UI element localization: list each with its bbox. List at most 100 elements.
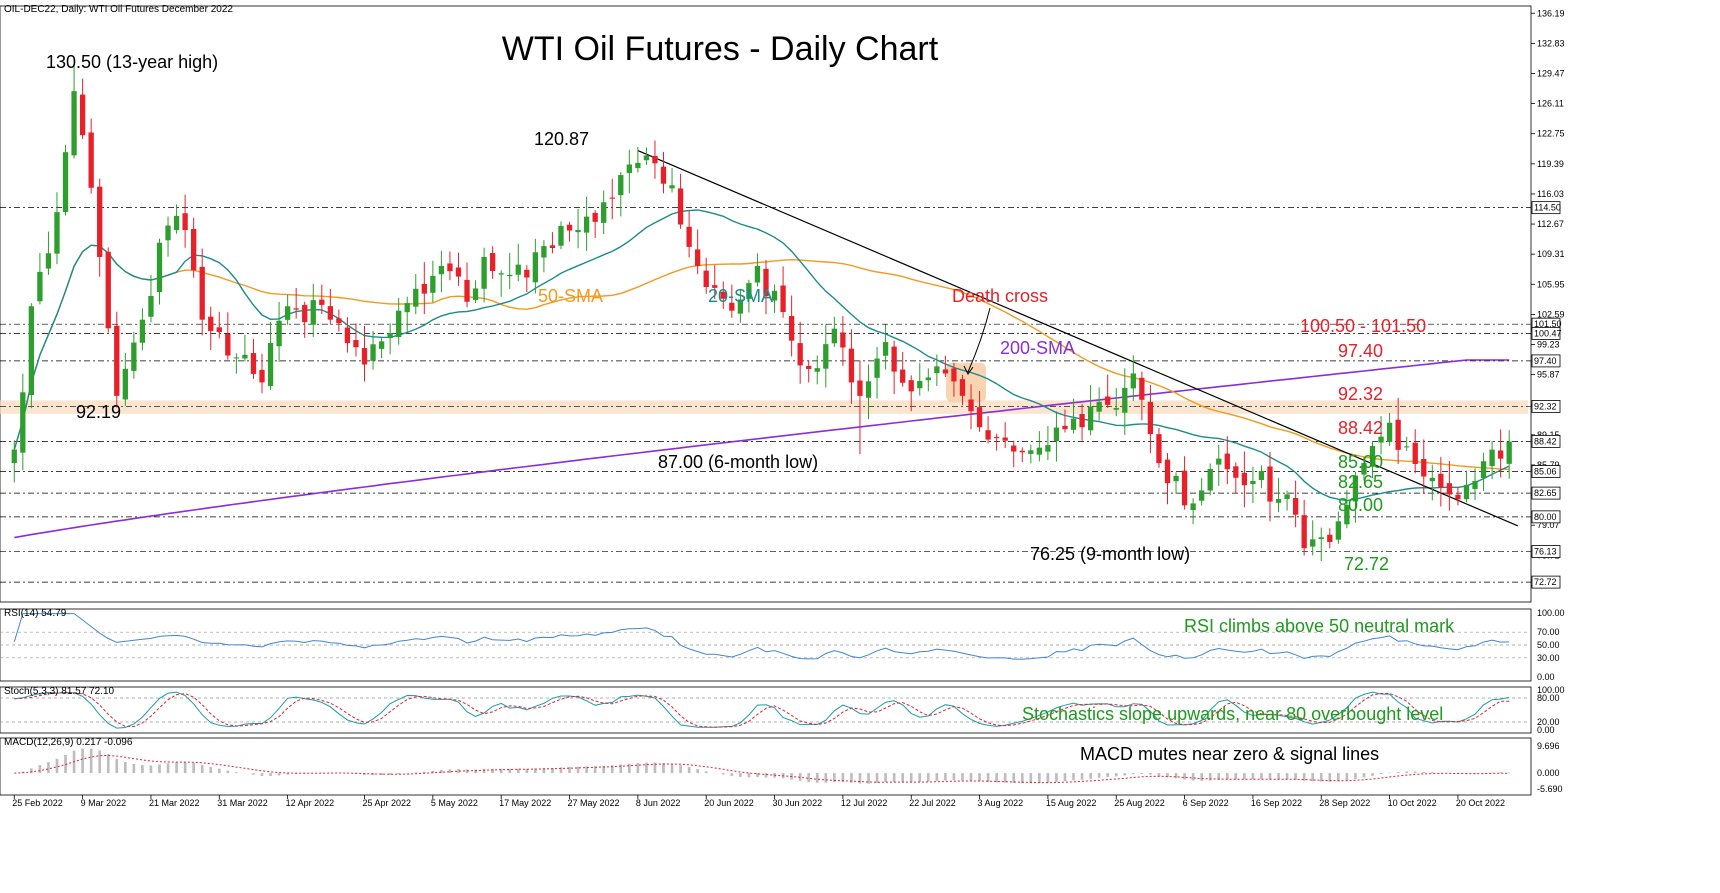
candle-body xyxy=(1087,406,1094,431)
candle-body xyxy=(139,319,146,343)
candle-body xyxy=(1421,459,1427,477)
candle-body xyxy=(378,341,385,349)
date-tick-label-0: 25 Feb 2022 xyxy=(12,798,63,808)
candle-body xyxy=(310,300,316,325)
price-tick-label-10: 102.59 xyxy=(1537,309,1565,319)
candle-body xyxy=(259,369,265,383)
candle-body xyxy=(267,342,274,387)
candle-body xyxy=(763,268,769,297)
main-price-panel: 136.19 132.83 129.47 126.11 122.75 119.39 116.… xyxy=(0,5,1565,796)
level-label-7: 72.72 xyxy=(1344,554,1389,574)
candle-body xyxy=(1181,470,1188,506)
candle-body xyxy=(361,348,368,365)
candle-body xyxy=(165,225,171,241)
price-axis-box-10 xyxy=(1531,575,1561,589)
candle-body xyxy=(1472,481,1478,489)
candle-body xyxy=(806,365,812,369)
date-tick-label-19: 28 Sep 2022 xyxy=(1319,798,1370,808)
candle-body xyxy=(464,279,470,302)
candle-body xyxy=(831,328,837,344)
price-axis-box-label-8: 80.00 xyxy=(1534,512,1557,522)
candle-body xyxy=(1258,470,1265,481)
level-label-4: 85.00 xyxy=(1338,452,1383,472)
date-tick-label-2: 21 Mar 2022 xyxy=(149,798,200,808)
panel-frame-macd xyxy=(0,737,1532,796)
candle-body xyxy=(284,306,291,320)
candle-body xyxy=(1019,450,1025,453)
candle-body xyxy=(669,185,675,189)
candle-body xyxy=(652,155,658,164)
macd-panel: 9.696 0.000 -5.690 xyxy=(14,741,1563,794)
level-label-3: 88.42 xyxy=(1338,418,1383,438)
candle-body xyxy=(319,299,325,305)
stoch-tick-0: 100.00 xyxy=(1537,685,1565,695)
annotation-1: 120.87 xyxy=(534,129,589,149)
price-axis-box-6 xyxy=(1531,465,1561,478)
candle-body xyxy=(1506,441,1512,464)
candle-body xyxy=(976,407,983,428)
price-tick-label-3: 126.11 xyxy=(1537,99,1564,109)
candle-body xyxy=(908,380,914,392)
candle-body xyxy=(1429,477,1435,482)
candle-body xyxy=(917,380,923,389)
candle-body xyxy=(1002,437,1008,441)
candle-body xyxy=(173,215,180,231)
candle-body xyxy=(1028,450,1034,454)
candle-body xyxy=(1318,537,1324,540)
candle-body xyxy=(618,175,624,196)
price-axis-box-2 xyxy=(1531,326,1561,340)
sma200-line xyxy=(14,359,1510,539)
candle-body xyxy=(549,245,556,248)
candle-body xyxy=(993,437,1000,439)
sma20-line xyxy=(13,209,1510,502)
price-axis-box-label-4: 92.32 xyxy=(1534,401,1557,411)
candle-body xyxy=(575,230,581,233)
panel-frame-main xyxy=(0,5,1532,603)
level-label-2: 92.32 xyxy=(1338,384,1383,404)
candle-body xyxy=(601,202,607,223)
candle-body xyxy=(481,256,487,289)
candle-body xyxy=(1139,377,1145,400)
stoch-header: Stoch(5,3,3) 81.57 72.10 xyxy=(4,686,115,697)
candle-body xyxy=(703,270,709,288)
candle-body xyxy=(865,381,872,398)
candle-body xyxy=(1045,445,1051,452)
rsi-panel: 100.00 70.00 50.00 30.00 0.00 xyxy=(0,608,1565,682)
candle-body xyxy=(413,288,419,307)
price-axis-box-label-2: 100.47 xyxy=(1534,328,1562,338)
candle-body xyxy=(660,166,667,184)
candle-body xyxy=(729,302,735,311)
panel-frame-stoch xyxy=(0,686,1532,734)
candle-body xyxy=(583,216,590,233)
candle-body xyxy=(1216,458,1222,465)
candle-body xyxy=(79,94,86,136)
candle-body xyxy=(985,430,991,440)
candle-body xyxy=(250,353,257,374)
price-tick-label-14: 89.15 xyxy=(1537,430,1560,440)
price-tick-label-5: 119.39 xyxy=(1537,159,1564,169)
candle-body xyxy=(695,249,701,266)
candle-body xyxy=(1497,450,1504,459)
rsi-tick-0: 100.00 xyxy=(1537,608,1565,618)
date-tick-label-21: 20 Oct 2022 xyxy=(1456,798,1505,808)
price-tick-label-17: 79.07 xyxy=(1537,520,1560,530)
candle-body xyxy=(45,253,52,269)
candle-body xyxy=(302,304,308,323)
macd-annotation: MACD mutes near zero & signal lines xyxy=(1080,744,1379,764)
stoch-tick-3: 0.00 xyxy=(1537,725,1555,735)
candle-body xyxy=(515,264,521,275)
rsi-line xyxy=(13,613,1510,660)
candle-body xyxy=(823,344,829,369)
candle-body xyxy=(370,344,376,361)
candle-body xyxy=(148,295,154,317)
candle-body xyxy=(62,152,69,212)
macd-tick-2: -5.690 xyxy=(1537,784,1563,794)
price-tick-label-12: 95.87 xyxy=(1537,370,1560,380)
candle-body xyxy=(677,188,684,225)
candle-body xyxy=(1062,425,1068,430)
candle-body xyxy=(643,155,650,161)
candle-body xyxy=(1130,373,1136,389)
candle-body xyxy=(421,283,427,294)
price-tick-label-1: 132.83 xyxy=(1537,38,1565,48)
candle-body xyxy=(430,275,436,293)
